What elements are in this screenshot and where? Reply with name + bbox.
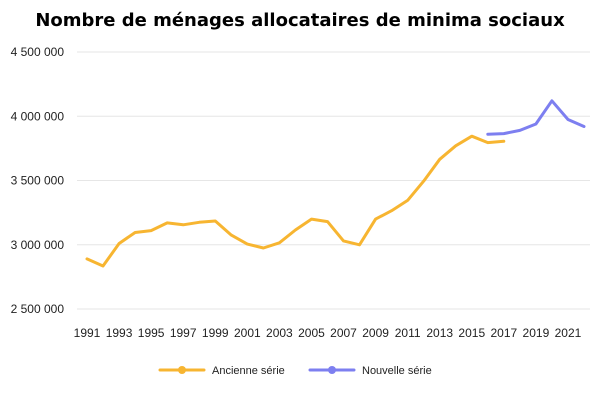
y-axis-ticks: 2 500 000 3 000 000 3 500 000 4 000 000 4 50… [11, 45, 65, 316]
x-tick-label: 1997 [170, 326, 197, 340]
series-line-1 [85, 134, 506, 268]
x-tick-label: 2009 [362, 326, 389, 340]
legend-item: Ancienne série [158, 365, 285, 377]
chart-title: Nombre de ménages allocataires de minima… [35, 10, 565, 31]
y-tick-label: 4 000 000 [11, 109, 65, 123]
series-lines [85, 99, 586, 268]
y-tick-label: 2 500 000 [11, 302, 65, 316]
x-tick-label: 2017 [490, 326, 517, 340]
x-tick-label: 1999 [202, 326, 229, 340]
series-line-2 [486, 99, 586, 136]
x-tick-label: 1995 [138, 326, 165, 340]
x-tick-label: 2019 [523, 326, 550, 340]
x-tick-label: 1991 [74, 326, 101, 340]
legend-label: Nouvelle série [362, 365, 432, 377]
x-tick-label: 2013 [426, 326, 453, 340]
x-tick-label: 2015 [458, 326, 485, 340]
x-tick-label: 2001 [234, 326, 261, 340]
y-tick-label: 3 500 000 [11, 174, 65, 188]
x-tick-label: 2021 [555, 326, 582, 340]
x-tick-label: 2011 [395, 326, 421, 340]
y-tick-label: 4 500 000 [11, 45, 65, 59]
x-tick-label: 2005 [298, 326, 325, 340]
legend-swatch-marker [178, 366, 186, 374]
grid-lines [77, 51, 590, 310]
legend: Ancienne série Nouvelle série [158, 365, 432, 377]
x-axis-ticks: 1991 1993 1995 1997 1999 2001 2003 2005 2007 2009… [74, 326, 582, 340]
legend-swatch-marker [328, 366, 336, 374]
x-tick-label: 2003 [266, 326, 293, 340]
legend-item: Nouvelle série [308, 365, 432, 377]
legend-label: Ancienne série [212, 365, 285, 377]
x-tick-label: 1993 [106, 326, 133, 340]
x-tick-label: 2007 [330, 326, 357, 340]
y-tick-label: 3 000 000 [11, 238, 65, 252]
